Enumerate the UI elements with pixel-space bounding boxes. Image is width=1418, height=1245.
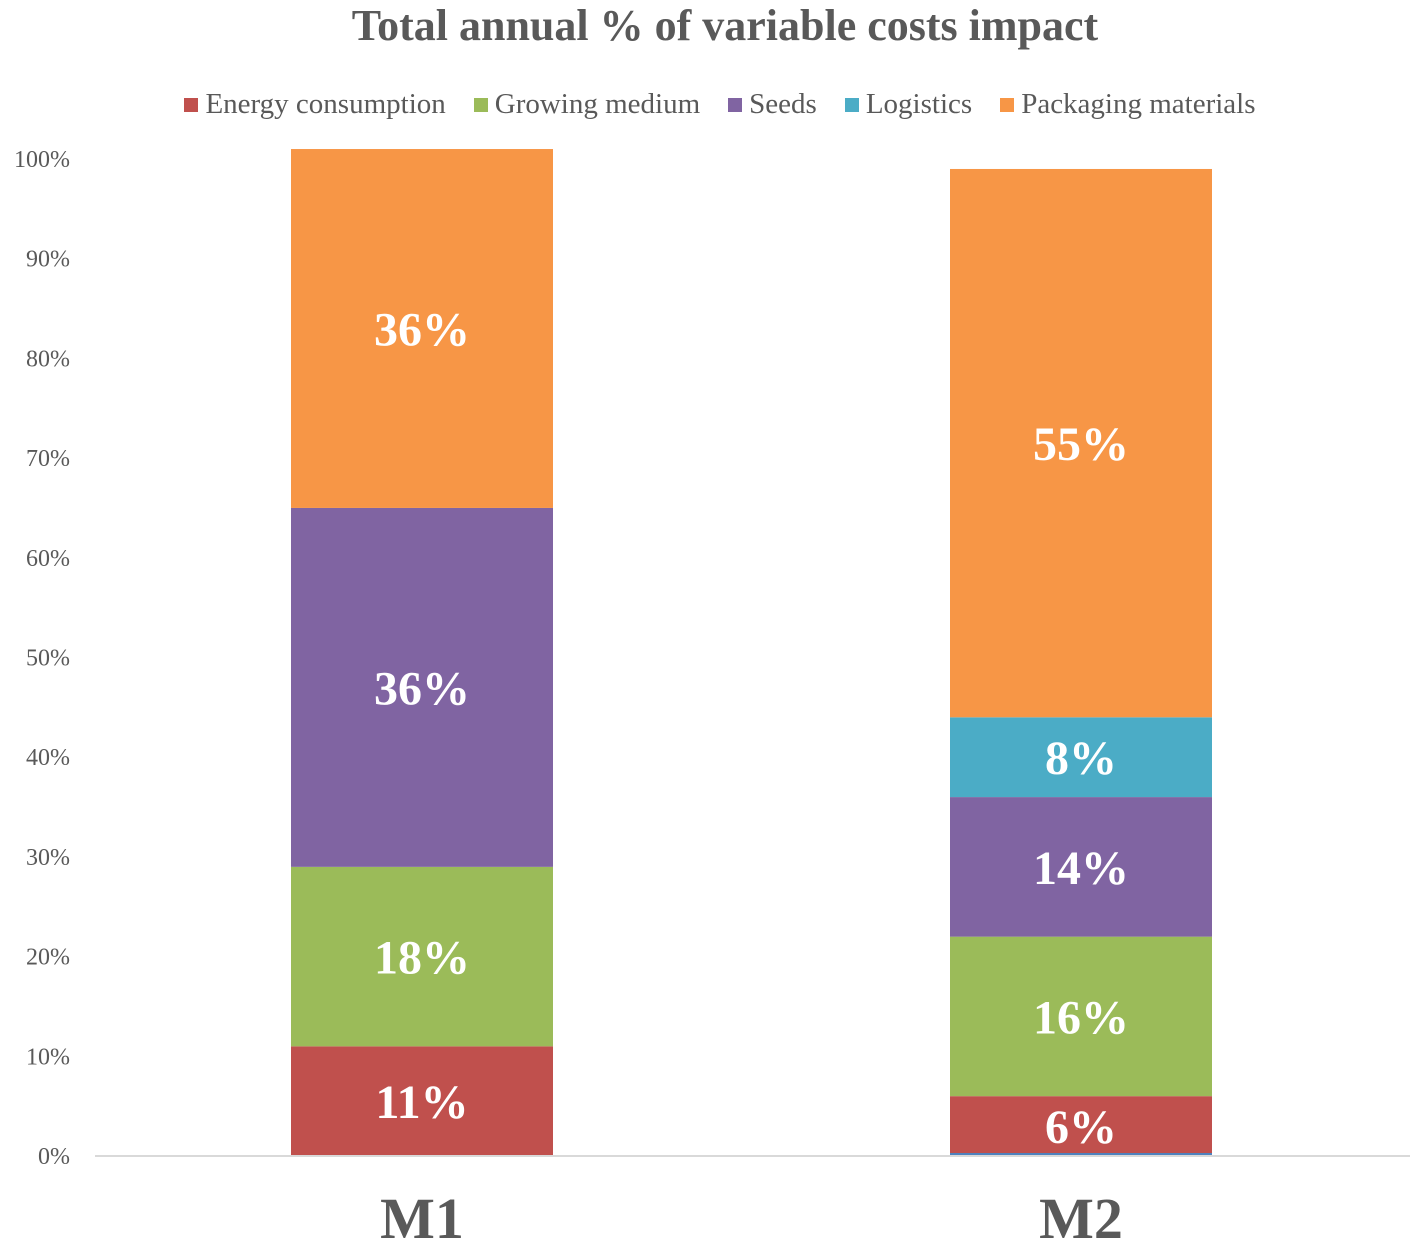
data-label: 6%: [1045, 1101, 1117, 1154]
y-tick-label: 40%: [26, 745, 70, 771]
bar-segment: [950, 717, 1212, 798]
data-label: 14%: [1033, 842, 1129, 895]
legend-swatch-packaging-materials: [1000, 97, 1015, 112]
y-tick-label: 100%: [14, 147, 70, 173]
y-tick-label: 90%: [26, 247, 70, 273]
legend-item-growing-medium: Growing medium: [473, 88, 701, 121]
bar-segment: [291, 866, 553, 1047]
legend-label-growing-medium: Growing medium: [494, 88, 701, 120]
x-tick-label: M1: [380, 1186, 464, 1245]
y-tick-label: 20%: [26, 945, 70, 971]
y-tick-label: 0%: [38, 1144, 70, 1170]
bar-segment: [950, 797, 1212, 937]
legend-swatch-growing-medium: [473, 97, 488, 112]
data-label: 8%: [1045, 732, 1117, 785]
y-tick-label: 80%: [26, 346, 70, 372]
data-label: 18%: [374, 932, 470, 985]
legend-swatch-energy-consumption: [184, 97, 199, 112]
bar-segment: [291, 1046, 553, 1156]
legend-label-packaging-materials: Packaging materials: [1021, 88, 1256, 120]
legend-item-seeds: Seeds: [728, 88, 817, 121]
data-label: 55%: [1033, 418, 1129, 471]
legend-item-energy-consumption: Energy consumption: [184, 88, 446, 121]
legend-label-energy-consumption: Energy consumption: [205, 88, 446, 120]
bar-baseline-accent: [950, 1153, 1212, 1156]
legend-swatch-logistics: [844, 97, 859, 112]
data-label: 36%: [374, 303, 470, 356]
y-tick-label: 30%: [26, 845, 70, 871]
y-tick-label: 50%: [26, 646, 70, 672]
legend-label-seeds: Seeds: [749, 88, 817, 120]
x-tick-label: M2: [1039, 1186, 1123, 1245]
bar-segment: [291, 149, 553, 508]
bar-segment: [950, 936, 1212, 1097]
data-label: 16%: [1033, 991, 1129, 1044]
legend-item-packaging-materials: Packaging materials: [1000, 88, 1256, 121]
legend-label-logistics: Logistics: [865, 88, 973, 120]
data-label: 36%: [374, 662, 470, 715]
y-tick-label: 70%: [26, 446, 70, 472]
legend: Energy consumption Growing medium Seeds …: [0, 88, 1418, 121]
data-label: 11%: [375, 1076, 468, 1129]
bar-segment: [291, 507, 553, 867]
y-tick-label: 10%: [26, 1044, 70, 1070]
bar-segment: [950, 168, 1212, 718]
legend-swatch-seeds: [728, 97, 743, 112]
y-tick-label: 60%: [26, 546, 70, 572]
bar-segment: [950, 1096, 1212, 1156]
chart-title: Total annual % of variable costs impact: [351, 1, 1099, 50]
legend-item-logistics: Logistics: [844, 88, 973, 121]
